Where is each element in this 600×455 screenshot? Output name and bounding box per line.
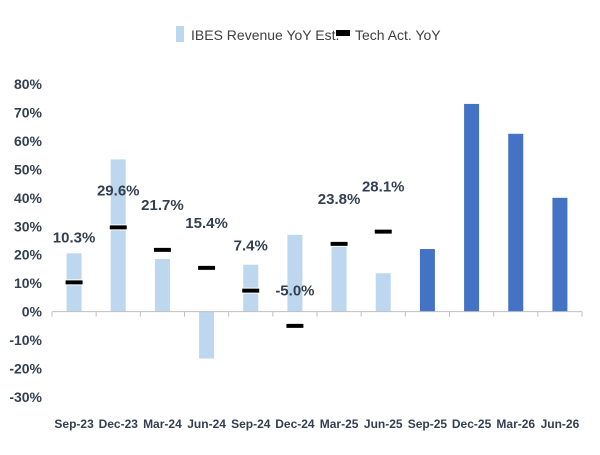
data-label-mar-25: 23.8% [318,191,361,208]
data-label-dec-23: 29.6% [97,182,140,199]
data-label-jun-25: 28.1% [362,179,405,196]
y-tick-label: -20% [9,361,42,377]
legend-swatch-estimate [176,26,184,42]
bar-dec-24 [287,234,303,312]
marker-mar-25 [329,240,349,247]
bar-series [66,103,568,359]
data-label-jun-24: 15.4% [185,215,228,232]
marker-dec-24 [285,322,305,329]
x-tick-label: Mar-24 [143,417,182,431]
y-tick-label: -30% [9,389,42,405]
x-tick-label: Mar-26 [496,417,535,431]
legend-label-actual: Tech Act. YoY [355,27,441,43]
bar-mar-24 [154,258,170,312]
bar-sep-25 [419,249,435,312]
bar-jun-25 [375,273,391,312]
bar-dec-23 [110,159,126,312]
marker-series [64,224,393,329]
x-tick-label: Jun-25 [364,417,403,431]
x-tick-label: Dec-24 [275,417,315,431]
data-label-sep-24: 7.4% [234,238,268,255]
y-tick-label: 20% [14,247,43,263]
marker-mar-24 [152,246,172,253]
marker-jun-25 [373,228,393,235]
bar-mar-25 [331,241,347,312]
bar-mar-26 [508,133,524,312]
marker-dec-23 [108,224,128,231]
x-axis-labels: Sep-23 Dec-23 Mar-24 Jun-24 Sep-24 Dec-24 Mar-… [54,417,579,431]
y-tick-label: 30% [14,218,43,234]
y-axis: 80% 70% 60% 50% 40% 30% 20% 10% 0% -10% -20% -30% [9,76,42,405]
y-tick-label: 80% [14,76,43,92]
legend-swatch-actual [336,30,350,36]
x-tick-label: Dec-23 [99,417,139,431]
data-label-dec-24: -5.0% [275,283,314,300]
data-label-sep-23: 10.3% [53,229,96,246]
legend: IBES Revenue YoY Est. Tech Act. YoY [176,26,441,43]
x-tick-label: Sep-23 [54,417,94,431]
legend-label-estimate: IBES Revenue YoY Est. [191,27,339,43]
x-tick-label: Sep-25 [408,417,448,431]
y-tick-label: 0% [22,304,43,320]
x-tick-label: Mar-25 [320,417,359,431]
marker-jun-24 [197,264,217,271]
bar-jun-26 [552,197,568,312]
y-tick-label: 40% [14,190,43,206]
x-tick-label: Dec-25 [452,417,492,431]
y-tick-label: 10% [14,275,43,291]
data-label-mar-24: 21.7% [141,197,184,214]
y-tick-label: -10% [9,332,42,348]
bar-jun-24 [199,311,215,359]
x-tick-label: Jun-24 [187,417,226,431]
marker-sep-24 [241,287,261,294]
marker-sep-23 [64,279,84,286]
x-axis [51,311,583,317]
y-tick-label: 60% [14,133,43,149]
bar-dec-25 [464,103,480,312]
x-tick-label: Sep-24 [231,417,271,431]
x-tick-label: Jun-26 [541,417,580,431]
y-tick-label: 50% [14,161,43,177]
data-labels: 10.3% 29.6%21.7%15.4% 7.4% -5.0% 23.8%28.1% [53,179,405,300]
y-tick-label: 70% [14,104,43,120]
